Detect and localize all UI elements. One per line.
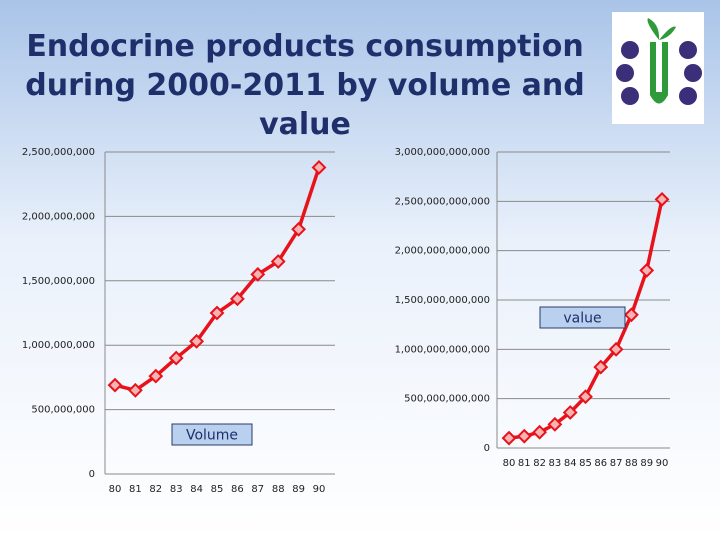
x-tick-label: 88 <box>272 484 285 495</box>
x-tick-label: 80 <box>109 484 122 495</box>
x-tick-label: 88 <box>625 458 638 469</box>
title-line: Endocrine products consumption <box>26 29 583 64</box>
x-tick-label: 90 <box>656 458 669 469</box>
x-tick-label: 81 <box>129 484 142 495</box>
x-tick-label: 83 <box>170 484 183 495</box>
x-tick-label: 84 <box>190 484 203 495</box>
x-tick-label: 86 <box>231 484 244 495</box>
y-tick-label: 2,500,000,000 <box>22 147 95 158</box>
logo-dot <box>616 64 634 82</box>
annotation: value <box>563 311 601 327</box>
title-line: value <box>259 107 351 142</box>
y-tick-label: 1,000,000,000 <box>22 340 95 351</box>
annotation-box <box>171 423 253 446</box>
logo-dot <box>679 87 697 105</box>
x-tick-label: 85 <box>211 484 224 495</box>
y-tick-label: 0 <box>89 469 95 480</box>
x-tick-label: 90 <box>313 484 326 495</box>
title-line: during 2000-2011 by volume and <box>25 68 584 103</box>
y-tick-label: 3,000,000,000,000 <box>395 147 490 158</box>
x-tick-label: 82 <box>149 484 162 495</box>
y-tick-label: 1,500,000,000 <box>22 276 95 287</box>
data-point <box>532 424 548 440</box>
data-point <box>311 160 327 175</box>
data-point <box>578 389 593 405</box>
data-point <box>189 333 205 349</box>
data-point <box>127 382 143 398</box>
x-tick-label: 81 <box>518 458 531 469</box>
y-tick-label: 0 <box>484 443 490 454</box>
x-tick-label: 84 <box>564 458 577 469</box>
data-point <box>107 377 123 393</box>
y-tick-label: 500,000,000 <box>31 405 95 416</box>
x-tick-label: 89 <box>292 484 305 495</box>
data-point <box>623 307 639 323</box>
logo-dot <box>621 41 639 59</box>
data-point <box>229 291 245 307</box>
x-tick-label: 87 <box>251 484 264 495</box>
data-point <box>209 305 225 321</box>
x-tick-label: 80 <box>503 458 516 469</box>
data-point <box>547 416 563 432</box>
logo <box>612 12 704 124</box>
data-point <box>593 359 609 375</box>
data-point <box>562 405 578 420</box>
y-tick-label: 2,500,000,000,000 <box>395 196 490 207</box>
x-tick-label: 87 <box>610 458 623 469</box>
data-point <box>270 254 286 269</box>
data-point <box>654 191 670 207</box>
x-tick-label: 82 <box>533 458 546 469</box>
y-tick-label: 500,000,000,000 <box>404 394 490 405</box>
title: Endocrine products consumption during 200… <box>25 29 584 142</box>
data-point <box>639 262 655 278</box>
logo-dot <box>679 41 697 59</box>
y-tick-label: 1,500,000,000,000 <box>395 295 490 306</box>
data-point <box>516 428 532 444</box>
logo-dot <box>684 64 702 82</box>
data-point <box>501 430 517 446</box>
data-point <box>608 341 624 357</box>
annotation-box <box>539 306 626 329</box>
x-tick-label: 89 <box>640 458 653 469</box>
annotation: Volume <box>186 428 238 444</box>
y-tick-label: 1,000,000,000,000 <box>395 344 490 355</box>
data-point <box>168 350 184 366</box>
y-tick-label: 2,000,000,000 <box>22 211 95 222</box>
x-tick-label: 83 <box>549 458 562 469</box>
data-point <box>250 266 266 282</box>
logo-dot <box>621 87 639 105</box>
y-tick-label: 2,000,000,000,000 <box>395 246 490 257</box>
x-tick-label: 85 <box>579 458 592 469</box>
logo-stem <box>650 42 668 104</box>
x-tick-label: 86 <box>594 458 607 469</box>
data-point <box>291 221 307 237</box>
logo-leaf <box>647 18 676 40</box>
data-point <box>148 368 164 384</box>
